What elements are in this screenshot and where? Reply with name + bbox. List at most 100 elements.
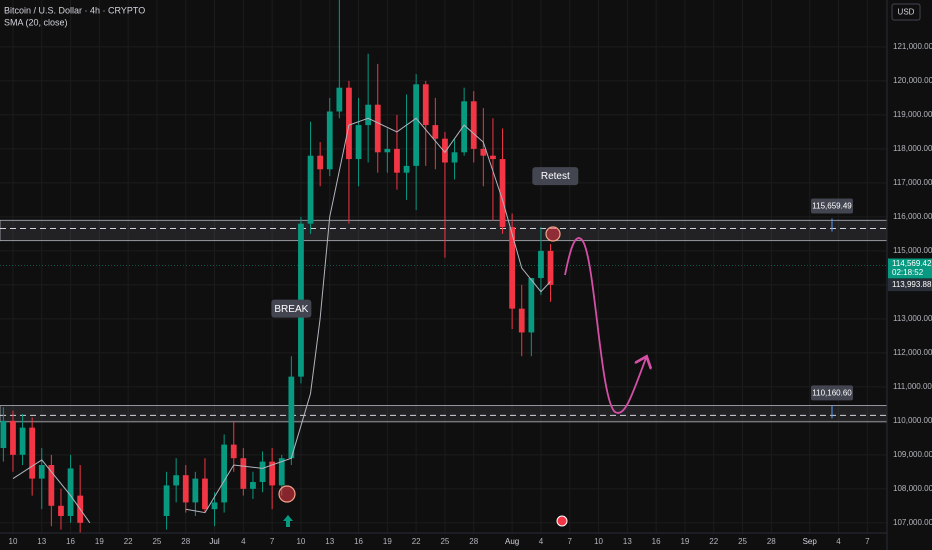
level-label-box [811,385,853,401]
legend-entry: SMA (20, close) [4,17,68,27]
y-tick-label: 113,000.00 [893,314,932,323]
candle-body [355,125,362,160]
candle-body [422,84,429,126]
last-price-label: 114,569.42 [892,259,932,268]
x-tick-label: 10 [296,537,305,546]
candle-body [10,420,16,455]
x-tick-label: 25 [738,537,747,546]
y-tick-label: 112,000.00 [893,348,932,357]
candle-body [202,478,208,510]
y-tick-label: 119,000.00 [893,110,932,119]
candle-body [336,87,343,112]
last-price-box [888,258,932,279]
grid [0,0,887,533]
candle-body [403,165,410,173]
candle-body [19,427,26,455]
y-tick-label: 121,000.00 [893,42,932,51]
x-tick-label: 25 [152,537,161,546]
x-tick-label: 7 [865,537,870,546]
candle-body [48,465,55,506]
candle-body [413,84,420,166]
candle-body [173,475,180,486]
level-zone [0,219,887,242]
candle-body [307,155,314,224]
x-tick-label: 22 [709,537,718,546]
candle-body [240,458,247,489]
projection-path [564,237,646,414]
candle-body [317,155,324,170]
candle-body [480,148,487,156]
chart-title: Bitcoin / U.S. Dollar · 4h · CRYPTO [4,5,145,15]
event-icon [556,515,568,527]
x-tick-label: Sep [803,537,818,546]
sma-line [12,117,551,524]
x-tick-label: 19 [383,537,392,546]
level-zone [0,405,887,423]
x-tick-label: 19 [95,537,104,546]
candle-body [432,125,439,139]
candle-body [346,87,352,160]
candle-body [451,152,458,163]
candle-body [365,104,372,126]
y-tick-label: 117,000.00 [893,178,932,187]
x-tick-label: 22 [412,537,421,546]
candle-body [490,155,496,160]
currency: USD [898,8,915,17]
retest-marker [545,226,561,242]
candle-body [67,468,74,517]
currency-box [891,3,921,21]
y-tick-label: 120,000.00 [893,76,932,85]
candle-body [38,465,45,479]
candle-body [0,420,7,449]
candle-body [538,250,544,279]
candle-body [211,502,218,510]
x-tick-label: 13 [623,537,632,546]
candle-body [29,427,36,479]
level-label-box [811,198,853,214]
x-tick-label: Aug [505,537,519,546]
annotation-text: Retest [541,171,570,182]
x-tick-label: 4 [836,537,841,546]
x-tick-label: 19 [680,537,689,546]
candle-body [461,101,468,153]
y-tick-label: 116,000.00 [893,212,932,221]
x-tick-label: 13 [325,537,334,546]
x-tick-label: 7 [568,537,573,546]
candle-body [230,444,237,459]
x-tick-label: 25 [440,537,449,546]
annotation-box [271,299,312,318]
candle-body [509,227,516,309]
x-tick-label: 10 [594,537,603,546]
candle-body [547,250,554,285]
candle-body [259,461,266,483]
candle-body [374,104,381,153]
candle-body [470,101,477,149]
candle-body [182,475,189,503]
candle-body [221,444,228,503]
annotation-text: BREAK [274,304,308,315]
overlay: 115,659.49 110,160.60 BREAK Retest [271,167,853,527]
candle-body [394,148,400,173]
candle-body [499,159,506,228]
candle-body [384,148,391,153]
x-tick-label: 22 [124,537,133,546]
y-tick-label: 110,000.00 [893,416,932,425]
y-tick-label: 115,000.00 [893,246,932,255]
y-tick-label: 111,000.00 [893,382,932,391]
x-tick-label: 4 [539,537,544,546]
candle-body [58,505,64,517]
axis-labels: 107,000.00 108,000.00 109,000.00 110,000.00… [9,42,932,546]
x-tick-label: 28 [181,537,190,546]
y-tick-label: 108,000.00 [893,484,932,493]
x-tick-label: 16 [66,537,75,546]
candle-body [288,376,295,459]
countdown-label: 02:18:52 [892,268,924,277]
sma-price-label: 113,993.88 [892,280,932,289]
x-tick-label: 4 [241,537,246,546]
level-label: 110,160.60 [812,388,852,397]
candle-body [278,458,285,486]
y-tick-label: 107,000.00 [893,518,932,527]
